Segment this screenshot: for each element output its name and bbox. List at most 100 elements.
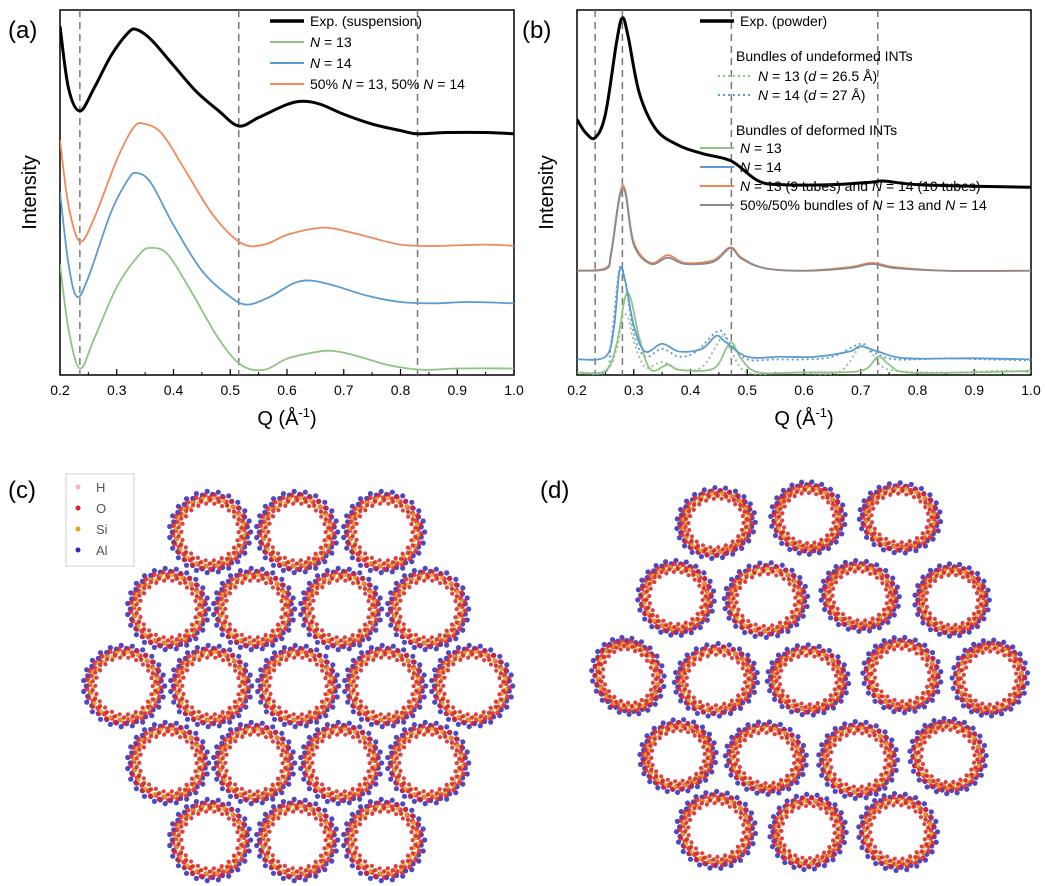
atom bbox=[184, 699, 189, 704]
atom bbox=[92, 701, 97, 706]
atom bbox=[156, 791, 161, 796]
atom bbox=[449, 776, 454, 781]
atom bbox=[925, 511, 931, 516]
atom bbox=[501, 702, 507, 709]
atom bbox=[178, 725, 184, 731]
atom bbox=[453, 576, 459, 582]
atom bbox=[313, 493, 319, 499]
atom bbox=[400, 493, 406, 499]
atom bbox=[194, 774, 199, 779]
atom bbox=[263, 787, 268, 792]
atom bbox=[237, 798, 243, 804]
atom bbox=[306, 556, 311, 561]
atom bbox=[275, 586, 281, 591]
atom bbox=[240, 821, 247, 827]
atom bbox=[314, 776, 319, 781]
atom bbox=[178, 571, 184, 577]
atom bbox=[776, 526, 781, 531]
atom bbox=[795, 591, 800, 596]
atom bbox=[259, 566, 265, 572]
atom bbox=[650, 608, 655, 613]
atom bbox=[315, 740, 320, 745]
x-tick-label: 0.4 bbox=[164, 382, 184, 398]
atom bbox=[654, 653, 660, 659]
atom bbox=[184, 514, 189, 519]
atom bbox=[193, 803, 199, 809]
atom bbox=[156, 637, 161, 642]
atom bbox=[438, 679, 443, 684]
atom bbox=[414, 821, 421, 827]
legend-header-4: Bundles of deformed INTs bbox=[736, 122, 897, 138]
atom bbox=[326, 525, 331, 530]
atom bbox=[237, 726, 243, 732]
atom bbox=[606, 654, 611, 659]
atom bbox=[393, 786, 399, 792]
atom bbox=[394, 802, 400, 808]
atom bbox=[329, 816, 335, 822]
atom bbox=[373, 499, 378, 504]
atom bbox=[294, 869, 299, 874]
atom bbox=[772, 532, 779, 539]
atom bbox=[270, 870, 277, 876]
atom bbox=[322, 505, 328, 511]
atom bbox=[275, 776, 280, 781]
atom bbox=[173, 646, 179, 652]
atom bbox=[128, 776, 134, 782]
atom bbox=[322, 813, 328, 819]
atom bbox=[741, 520, 746, 525]
atom bbox=[934, 574, 939, 579]
atom bbox=[710, 588, 717, 594]
atom bbox=[891, 489, 896, 494]
nanotube-8 bbox=[671, 640, 760, 719]
atom bbox=[354, 829, 359, 834]
atom bbox=[350, 525, 355, 530]
atom bbox=[638, 594, 644, 600]
atom bbox=[439, 575, 444, 580]
atom bbox=[700, 543, 706, 548]
atom bbox=[980, 582, 986, 589]
atom bbox=[353, 701, 358, 706]
atom bbox=[830, 497, 835, 502]
atom bbox=[183, 870, 190, 876]
atom bbox=[385, 558, 390, 563]
atom bbox=[367, 799, 373, 805]
structure-undeformed-bundle bbox=[81, 488, 516, 884]
atom bbox=[175, 730, 180, 735]
atom bbox=[417, 576, 422, 581]
atom bbox=[143, 632, 148, 637]
atom bbox=[784, 572, 790, 577]
atom bbox=[335, 732, 340, 737]
atom bbox=[401, 639, 408, 645]
atom bbox=[193, 753, 198, 758]
atom bbox=[339, 729, 344, 734]
atom bbox=[333, 848, 339, 854]
atom bbox=[923, 586, 928, 591]
atom bbox=[355, 787, 360, 792]
atom bbox=[228, 740, 233, 745]
atom bbox=[265, 575, 270, 580]
atom bbox=[265, 855, 270, 860]
atom bbox=[264, 679, 269, 684]
atom bbox=[403, 653, 410, 659]
atom bbox=[346, 849, 352, 855]
atom bbox=[797, 545, 802, 550]
atom bbox=[277, 556, 282, 561]
atom bbox=[290, 866, 295, 871]
atom bbox=[818, 490, 824, 495]
atom bbox=[385, 495, 390, 501]
atom bbox=[370, 625, 376, 632]
atom bbox=[398, 752, 403, 757]
atom bbox=[834, 498, 840, 505]
atom bbox=[329, 848, 336, 854]
atom bbox=[699, 605, 704, 610]
atom bbox=[286, 499, 291, 504]
atom bbox=[276, 551, 281, 556]
atom bbox=[413, 534, 418, 539]
atom bbox=[264, 735, 269, 740]
atom bbox=[733, 623, 739, 629]
atom bbox=[680, 508, 687, 514]
atom bbox=[275, 781, 280, 786]
atom bbox=[410, 676, 415, 681]
atom bbox=[298, 803, 303, 809]
atom bbox=[364, 662, 369, 667]
